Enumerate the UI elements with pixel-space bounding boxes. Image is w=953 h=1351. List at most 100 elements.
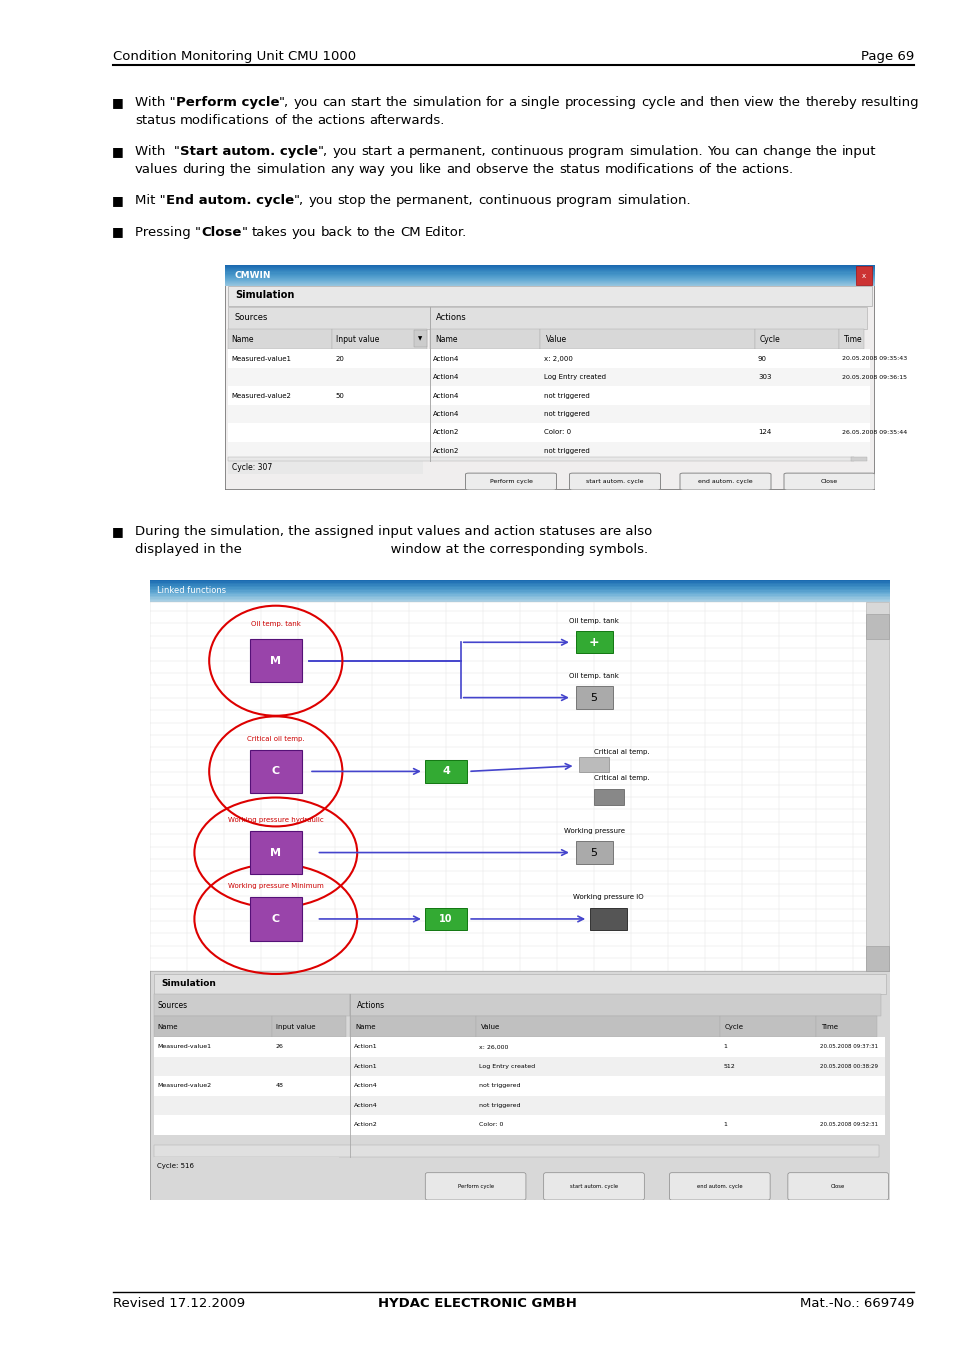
- Text: Time: Time: [843, 335, 862, 343]
- Text: input: input: [841, 145, 876, 158]
- Text: Time: Time: [821, 1024, 838, 1029]
- Text: Close: Close: [830, 1183, 844, 1189]
- Text: CM: CM: [400, 226, 420, 239]
- Bar: [150, 594, 889, 596]
- Text: status: status: [558, 162, 599, 176]
- Bar: [429, 307, 866, 330]
- Text: Action2: Action2: [433, 430, 459, 435]
- Text: Log Entry created: Log Entry created: [478, 1063, 535, 1069]
- Text: continuous: continuous: [490, 145, 563, 158]
- Text: Mit ": Mit ": [135, 195, 166, 207]
- Bar: [865, 615, 887, 639]
- Text: Action1: Action1: [354, 1044, 376, 1050]
- Bar: [350, 1016, 476, 1038]
- Text: a: a: [395, 145, 404, 158]
- Text: not triggered: not triggered: [478, 1084, 520, 1089]
- Text: Sources: Sources: [234, 313, 268, 323]
- Text: the: the: [533, 162, 555, 176]
- Text: for: for: [485, 96, 503, 109]
- Bar: [425, 761, 466, 782]
- Text: start: start: [360, 145, 392, 158]
- Bar: [153, 1115, 883, 1135]
- Text: actions.: actions.: [741, 162, 793, 176]
- Text: ■: ■: [112, 96, 124, 109]
- Text: observe: observe: [475, 162, 528, 176]
- Text: Name: Name: [435, 335, 457, 343]
- Text: Measured-value2: Measured-value2: [232, 393, 291, 399]
- Text: cycle: cycle: [640, 96, 675, 109]
- Text: not triggered: not triggered: [543, 411, 589, 417]
- Text: ",: ",: [317, 145, 328, 158]
- Text: Working pressure: Working pressure: [563, 828, 624, 834]
- Text: Working pressure Minimum: Working pressure Minimum: [228, 884, 323, 889]
- Text: Measured-value1: Measured-value1: [157, 1044, 212, 1050]
- Text: change: change: [761, 145, 811, 158]
- Text: Input value: Input value: [275, 1024, 315, 1029]
- Bar: [150, 581, 889, 582]
- Text: Action2: Action2: [433, 447, 459, 454]
- Text: processing: processing: [564, 96, 636, 109]
- Bar: [150, 586, 889, 588]
- Text: Simulation: Simulation: [161, 979, 215, 989]
- Text: Action4: Action4: [354, 1084, 376, 1089]
- FancyBboxPatch shape: [465, 473, 556, 490]
- Text: Cycle: Cycle: [760, 335, 780, 343]
- Text: Critical al temp.: Critical al temp.: [594, 748, 649, 755]
- Text: Value: Value: [545, 335, 566, 343]
- Text: program: program: [568, 145, 624, 158]
- Text: simulation: simulation: [256, 162, 326, 176]
- Text: view: view: [743, 96, 774, 109]
- Bar: [228, 442, 869, 461]
- Text: the: the: [374, 226, 395, 239]
- Text: displayed in the                                   window at the corresponding s: displayed in the window at the correspon…: [135, 543, 647, 555]
- Text: Color: 0: Color: 0: [478, 1123, 503, 1127]
- Bar: [250, 897, 301, 940]
- Bar: [850, 457, 866, 461]
- FancyBboxPatch shape: [679, 473, 770, 490]
- Text: x: 26,000: x: 26,000: [478, 1044, 508, 1050]
- Text: You: You: [706, 145, 729, 158]
- Text: Critical oil temp.: Critical oil temp.: [247, 736, 304, 742]
- Bar: [815, 1016, 877, 1038]
- Text: During the simulation, the assigned input values and action statuses are also: During the simulation, the assigned inpu…: [135, 526, 652, 538]
- Text: end autom. cycle: end autom. cycle: [697, 1183, 741, 1189]
- Text: Condition Monitoring Unit CMU 1000: Condition Monitoring Unit CMU 1000: [112, 50, 355, 63]
- Bar: [250, 639, 301, 682]
- Bar: [150, 597, 889, 598]
- Text: 5: 5: [590, 847, 597, 858]
- Text: status: status: [135, 113, 175, 127]
- Text: thereby: thereby: [804, 96, 856, 109]
- Text: Action4: Action4: [433, 411, 459, 417]
- Text: Action4: Action4: [433, 393, 459, 399]
- Text: M: M: [270, 655, 281, 666]
- Text: continuous: continuous: [477, 195, 551, 207]
- Text: 20.05.2008 09:35:43: 20.05.2008 09:35:43: [841, 357, 907, 361]
- Text: Start autom. cycle: Start autom. cycle: [180, 145, 317, 158]
- Text: 56: 56: [272, 753, 279, 758]
- Text: 26.05.2008 09:35:44: 26.05.2008 09:35:44: [841, 430, 907, 435]
- Text: not triggered: not triggered: [478, 1102, 520, 1108]
- Text: Actions: Actions: [436, 313, 467, 323]
- Text: 10: 10: [272, 900, 279, 905]
- Text: you: you: [292, 226, 315, 239]
- Bar: [228, 367, 869, 386]
- Text: the: the: [778, 96, 800, 109]
- Bar: [578, 757, 608, 771]
- Bar: [153, 974, 885, 993]
- Text: ",: ",: [294, 195, 304, 207]
- FancyBboxPatch shape: [543, 1173, 643, 1200]
- Text: and: and: [446, 162, 471, 176]
- Text: 20.05.2008 09:36:15: 20.05.2008 09:36:15: [841, 374, 906, 380]
- Text: Measured-value2: Measured-value2: [157, 1084, 212, 1089]
- Text: of: of: [274, 113, 287, 127]
- Text: simulation.: simulation.: [629, 145, 702, 158]
- Text: you: you: [308, 195, 333, 207]
- Bar: [228, 307, 429, 330]
- Text: Action2: Action2: [354, 1123, 376, 1127]
- Text: the: the: [291, 113, 313, 127]
- Text: Actions: Actions: [356, 1001, 385, 1009]
- Text: Value: Value: [480, 1024, 499, 1029]
- Text: 48: 48: [272, 834, 279, 839]
- Text: ■: ■: [112, 526, 124, 538]
- FancyBboxPatch shape: [569, 473, 659, 490]
